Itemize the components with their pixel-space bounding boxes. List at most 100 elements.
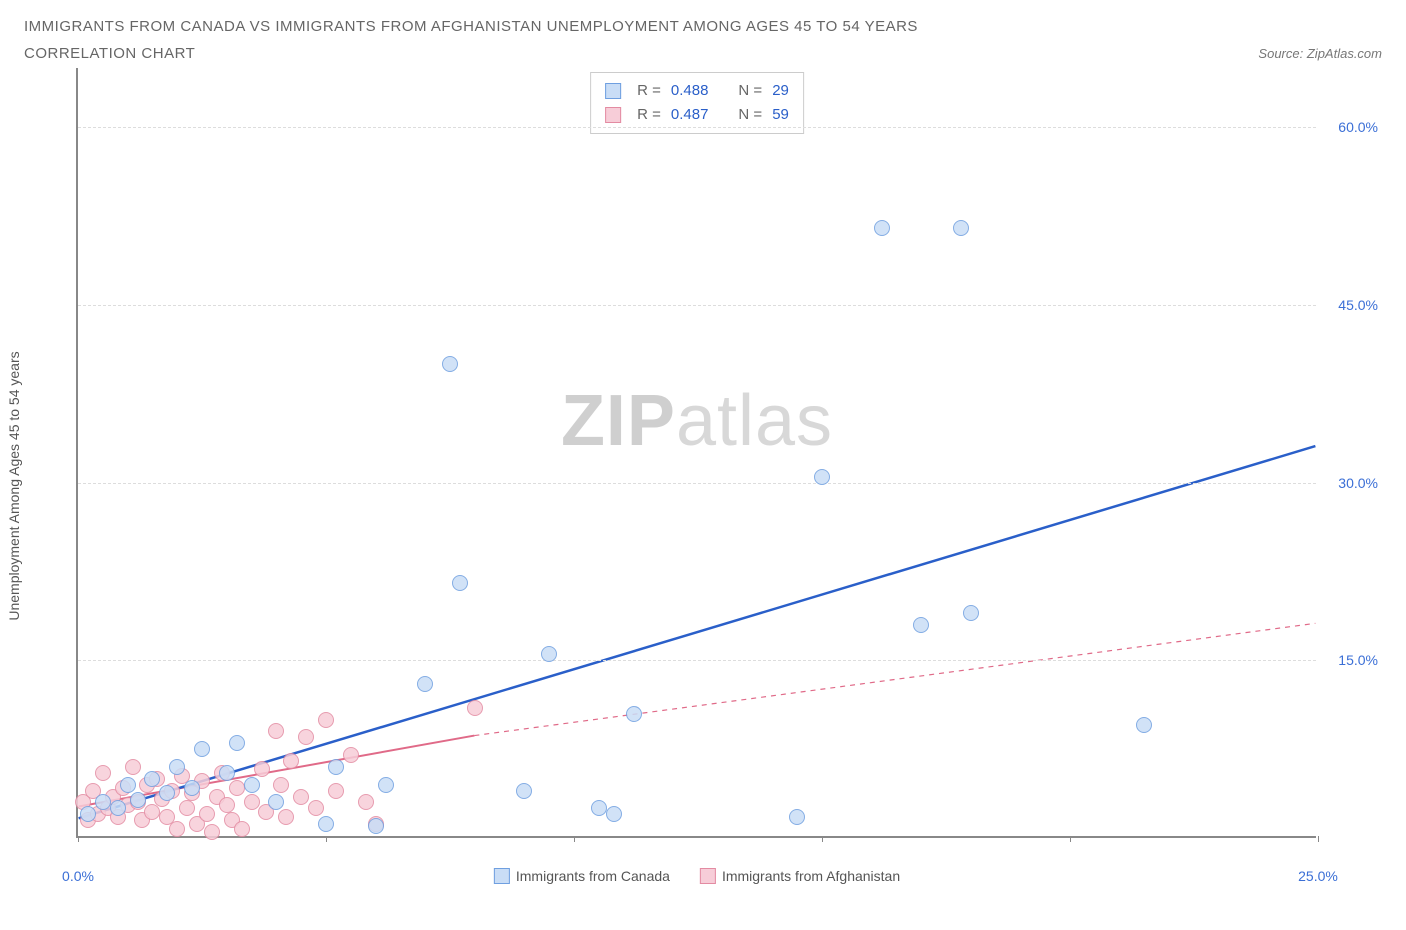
x-tick (78, 836, 79, 842)
legend-item-canada: Immigrants from Canada (494, 868, 670, 884)
afghanistan-point (308, 800, 324, 816)
canada-point (452, 575, 468, 591)
gridline (78, 305, 1316, 306)
afghanistan-point (254, 761, 270, 777)
canada-point (120, 777, 136, 793)
series-legend: Immigrants from Canada Immigrants from Af… (494, 868, 900, 884)
watermark: ZIPatlas (561, 380, 833, 462)
afghanistan-point (273, 777, 289, 793)
canada-point (378, 777, 394, 793)
afghanistan-point (169, 821, 185, 837)
canada-point (219, 765, 235, 781)
afghanistan-point (318, 712, 334, 728)
afghanistan-point (179, 800, 195, 816)
y-tick-label: 30.0% (1338, 475, 1378, 491)
n-label: N = (738, 103, 762, 127)
legend-swatch (494, 868, 510, 884)
gridline (78, 127, 1316, 128)
legend-label: Immigrants from Canada (516, 868, 670, 884)
afghanistan-point (204, 824, 220, 840)
canada-point (963, 605, 979, 621)
correlation-chart: Unemployment Among Ages 45 to 54 years Z… (24, 68, 1382, 888)
watermark-strong: ZIP (561, 381, 676, 461)
x-tick (1070, 836, 1071, 842)
n-value: 59 (772, 103, 789, 127)
gridline (78, 660, 1316, 661)
canada-point (244, 777, 260, 793)
canada-point (913, 617, 929, 633)
legend-item-afghanistan: Immigrants from Afghanistan (700, 868, 900, 884)
canada-point (814, 469, 830, 485)
y-tick-label: 60.0% (1338, 119, 1378, 135)
afghanistan-point (293, 789, 309, 805)
canada-point (442, 356, 458, 372)
legend-swatch (605, 83, 621, 99)
canada-point (159, 785, 175, 801)
x-tick (1318, 836, 1319, 842)
stats-row: R =0.487N =59 (605, 103, 789, 127)
afghanistan-point (268, 723, 284, 739)
r-value: 0.487 (671, 103, 709, 127)
x-tick (574, 836, 575, 842)
canada-point (953, 220, 969, 236)
afghanistan-point (144, 804, 160, 820)
afghanistan-point (298, 729, 314, 745)
canada-point (874, 220, 890, 236)
afghanistan-point (244, 794, 260, 810)
afghanistan-point (95, 765, 111, 781)
chart-title: IMMIGRANTS FROM CANADA VS IMMIGRANTS FRO… (24, 18, 1382, 35)
afghanistan-point (358, 794, 374, 810)
afghanistan-point (278, 809, 294, 825)
x-tick (326, 836, 327, 842)
r-value: 0.488 (671, 79, 709, 103)
afghanistan-point (343, 747, 359, 763)
afghanistan-point (219, 797, 235, 813)
legend-swatch (700, 868, 716, 884)
gridline (78, 483, 1316, 484)
afghanistan-point (199, 806, 215, 822)
canada-point (626, 706, 642, 722)
legend-swatch (605, 107, 621, 123)
watermark-light: atlas (676, 381, 833, 461)
canada-point (606, 806, 622, 822)
plot-area: ZIPatlas R =0.488N =29R =0.487N =59 Immi… (76, 68, 1316, 838)
canada-point (516, 783, 532, 799)
canada-point (184, 780, 200, 796)
canada-point (318, 816, 334, 832)
afghanistan-point (234, 821, 250, 837)
source-label: Source: (1258, 46, 1303, 61)
afghanistan-point (467, 700, 483, 716)
canada-point (110, 800, 126, 816)
afghanistan-point (283, 753, 299, 769)
x-tick-label: 0.0% (62, 868, 94, 884)
canada-point (789, 809, 805, 825)
x-tick (822, 836, 823, 842)
n-label: N = (738, 79, 762, 103)
canada-point (80, 806, 96, 822)
n-value: 29 (772, 79, 789, 103)
canada-point (328, 759, 344, 775)
source-name: ZipAtlas.com (1307, 46, 1382, 61)
stats-row: R = 0.488 N = 29 (605, 79, 789, 103)
canada-point (268, 794, 284, 810)
trend-lines (78, 68, 1316, 836)
canada-point (541, 646, 557, 662)
legend-label: Immigrants from Afghanistan (722, 868, 900, 884)
canada-point (169, 759, 185, 775)
afghanistan-point (328, 783, 344, 799)
y-axis-label: Unemployment Among Ages 45 to 54 years (6, 351, 22, 620)
afghanistan-point (125, 759, 141, 775)
canada-point (194, 741, 210, 757)
canada-point (591, 800, 607, 816)
canada-point (130, 792, 146, 808)
canada-point (1136, 717, 1152, 733)
y-tick-label: 15.0% (1338, 652, 1378, 668)
r-label: R = (637, 79, 661, 103)
y-tick-label: 45.0% (1338, 297, 1378, 313)
afghanistan-point (229, 780, 245, 796)
canada-point (368, 818, 384, 834)
source-credit: Source: ZipAtlas.com (1258, 46, 1382, 61)
canada-point (95, 794, 111, 810)
x-tick-label: 25.0% (1298, 868, 1338, 884)
canada-point (417, 676, 433, 692)
